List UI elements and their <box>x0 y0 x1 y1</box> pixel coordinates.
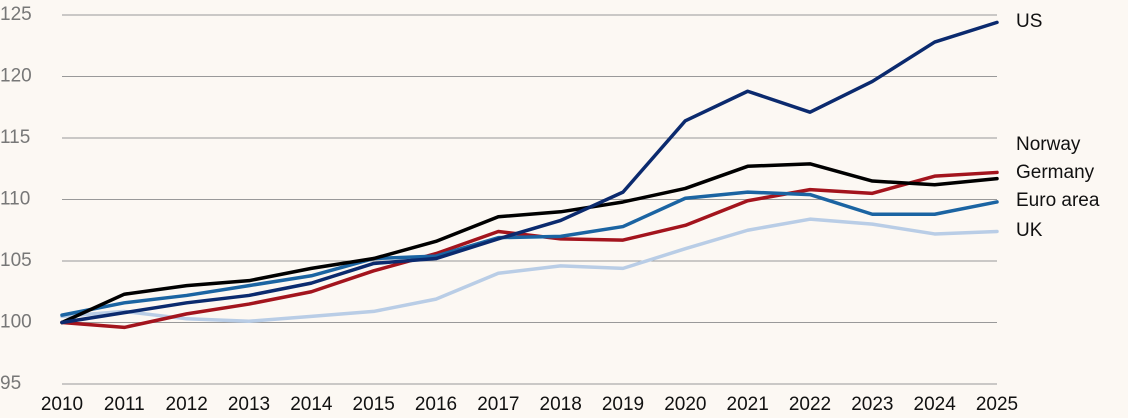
x-tick-label: 2015 <box>353 394 395 415</box>
x-tick-label: 2022 <box>789 394 831 415</box>
x-tick-label: 2011 <box>104 394 145 415</box>
series-label: US <box>1016 11 1042 32</box>
line-series <box>60 162 999 325</box>
x-tick-label: 2023 <box>851 394 893 415</box>
y-tick-label: 105 <box>0 250 32 271</box>
x-tick-label: 2010 <box>41 394 83 415</box>
x-tick-label: 2017 <box>477 394 519 415</box>
line-series <box>60 170 999 330</box>
x-tick-label: 2019 <box>602 394 644 415</box>
series-label: UK <box>1016 220 1043 241</box>
series-label: Norway <box>1016 134 1081 155</box>
x-tick-label: 2012 <box>166 394 208 415</box>
x-tick-label: 2020 <box>664 394 706 415</box>
x-tick-label: 2018 <box>540 394 582 415</box>
y-tick-label: 95 <box>0 373 21 394</box>
x-tick-label: 2024 <box>914 394 957 415</box>
x-tick-label: 2021 <box>727 394 769 415</box>
line-series <box>60 190 999 317</box>
x-tick-label: 2016 <box>415 394 457 415</box>
line-series <box>60 20 999 325</box>
y-tick-label: 115 <box>0 127 30 148</box>
series-label: Germany <box>1016 162 1095 183</box>
x-tick-label: 2013 <box>228 394 270 415</box>
x-tick-label: 2014 <box>290 394 333 415</box>
y-tick-label: 110 <box>0 189 30 210</box>
line-series <box>60 217 999 324</box>
y-tick-label: 120 <box>0 66 32 87</box>
series-label: Euro area <box>1016 190 1100 211</box>
y-tick-label: 125 <box>0 4 32 25</box>
x-tick-label: 2025 <box>976 394 1018 415</box>
y-tick-label: 100 <box>0 312 32 333</box>
